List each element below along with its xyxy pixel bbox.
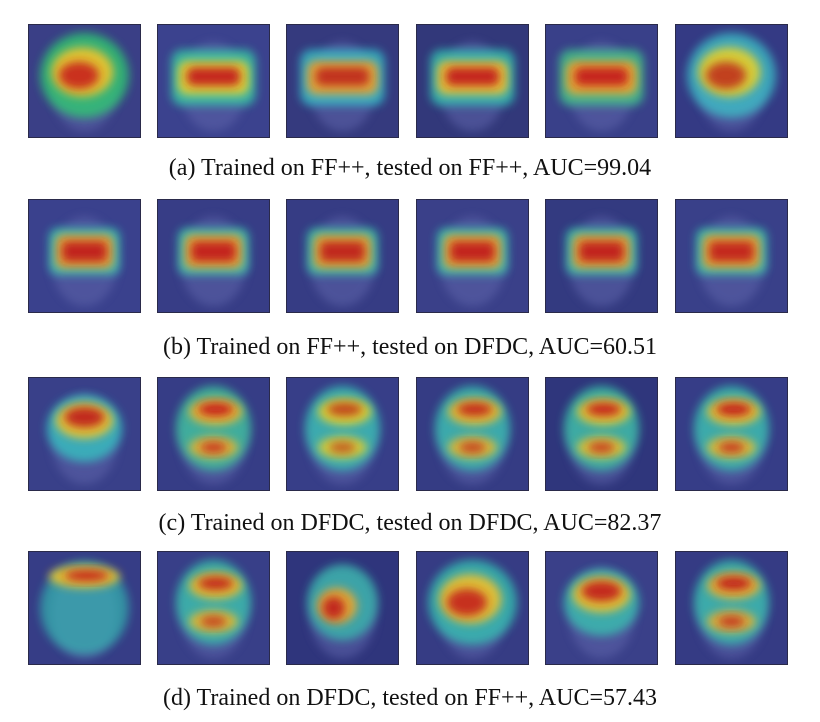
caption-b: (b) Trained on FF++, tested on DFDC, AUC… (163, 334, 657, 360)
heatmap-tile (545, 377, 658, 491)
heatmap-tile (286, 199, 399, 313)
heatmap-tile (416, 199, 529, 313)
heatmap-tile (28, 551, 141, 665)
heatmap-tile (157, 24, 270, 138)
heatmap-tile (157, 551, 270, 665)
heatmap-tile (28, 199, 141, 313)
heatmap-tile (286, 24, 399, 138)
heatmap-tile (675, 551, 788, 665)
heatmap-tile (545, 24, 658, 138)
caption-c: (c) Trained on DFDC, tested on DFDC, AUC… (158, 510, 662, 536)
heatmap-tile (286, 377, 399, 491)
heatmap-tile (157, 199, 270, 313)
heatmap-tile (675, 377, 788, 491)
heatmap-tile (416, 551, 529, 665)
heatmap-tile (416, 24, 529, 138)
heatmap-tile (157, 377, 270, 491)
heatmap-tile (416, 377, 529, 491)
caption-d: (d) Trained on DFDC, tested on FF++, AUC… (163, 685, 657, 711)
heatmap-tile (675, 199, 788, 313)
heatmap-tile (545, 199, 658, 313)
heatmap-tile (28, 24, 141, 138)
heatmap-tile (286, 551, 399, 665)
heatmap-tile (545, 551, 658, 665)
caption-a: (a) Trained on FF++, tested on FF++, AUC… (168, 155, 652, 181)
heatmap-tile (28, 377, 141, 491)
heatmap-tile (675, 24, 788, 138)
